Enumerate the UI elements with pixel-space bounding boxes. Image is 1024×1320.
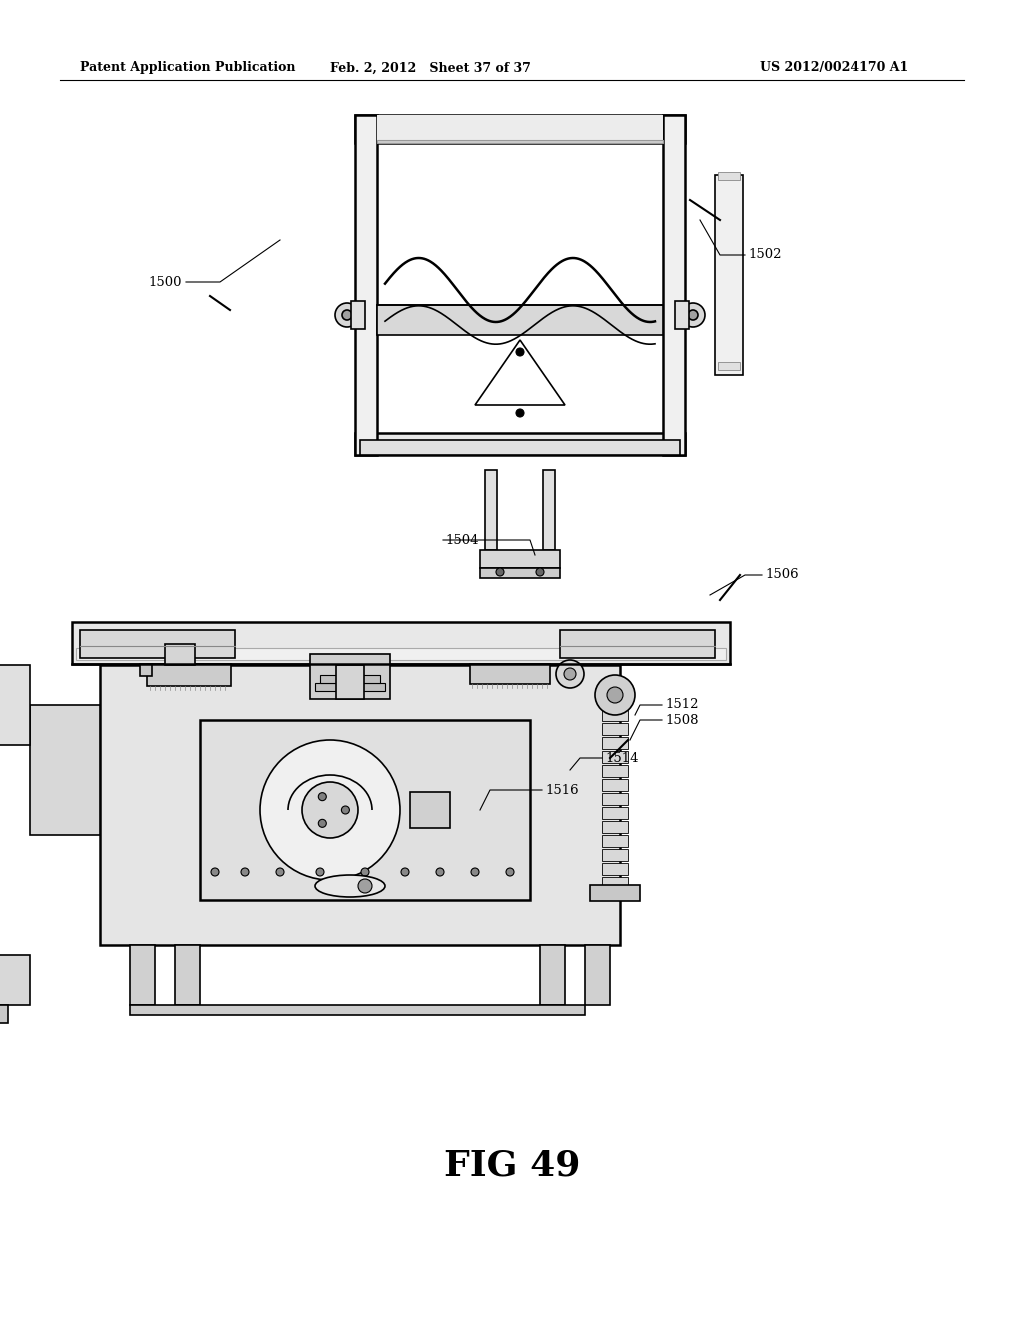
Bar: [377, 305, 663, 335]
Bar: [76, 648, 726, 660]
Bar: [485, 470, 497, 550]
Bar: [351, 301, 365, 329]
Bar: [310, 653, 390, 700]
Bar: [560, 630, 715, 657]
Circle shape: [556, 660, 584, 688]
Bar: [377, 140, 663, 143]
Circle shape: [607, 686, 623, 704]
Circle shape: [241, 869, 249, 876]
Text: 1504: 1504: [445, 533, 478, 546]
Text: 1516: 1516: [545, 784, 579, 796]
Bar: [147, 664, 231, 686]
Circle shape: [341, 807, 349, 814]
Bar: [100, 665, 620, 945]
Bar: [0, 1005, 8, 1023]
Circle shape: [536, 568, 544, 576]
Text: US 2012/0024170 A1: US 2012/0024170 A1: [760, 62, 908, 74]
Circle shape: [302, 781, 358, 838]
Bar: [602, 737, 628, 748]
Bar: [675, 301, 689, 329]
Bar: [80, 630, 234, 657]
Bar: [0, 665, 30, 744]
Bar: [602, 821, 628, 833]
Bar: [130, 1005, 585, 1015]
Bar: [602, 836, 628, 847]
Bar: [718, 362, 740, 370]
Bar: [540, 945, 565, 1005]
Ellipse shape: [315, 875, 385, 898]
Bar: [602, 766, 628, 777]
Bar: [30, 705, 100, 836]
Bar: [355, 115, 377, 455]
Text: 1506: 1506: [765, 569, 799, 582]
Circle shape: [516, 348, 524, 356]
Bar: [480, 550, 560, 568]
Bar: [602, 751, 628, 763]
Bar: [585, 945, 610, 1005]
Circle shape: [358, 879, 372, 894]
Polygon shape: [475, 341, 565, 405]
Circle shape: [361, 869, 369, 876]
Circle shape: [471, 869, 479, 876]
Bar: [200, 719, 530, 900]
Bar: [355, 433, 685, 455]
Bar: [602, 709, 628, 721]
Text: 1502: 1502: [748, 248, 781, 261]
Bar: [602, 793, 628, 805]
Circle shape: [276, 869, 284, 876]
Bar: [602, 876, 628, 888]
Circle shape: [496, 568, 504, 576]
Bar: [602, 723, 628, 735]
Circle shape: [342, 310, 352, 319]
Bar: [543, 470, 555, 550]
Circle shape: [335, 304, 359, 327]
Bar: [130, 945, 155, 1005]
Bar: [602, 863, 628, 875]
Circle shape: [318, 793, 327, 801]
Bar: [480, 568, 560, 578]
Bar: [663, 115, 685, 455]
Bar: [715, 176, 743, 375]
Bar: [377, 115, 663, 143]
Bar: [336, 665, 364, 700]
Circle shape: [260, 741, 400, 880]
Bar: [0, 954, 30, 1005]
Circle shape: [595, 675, 635, 715]
Bar: [602, 779, 628, 791]
Bar: [470, 664, 550, 684]
Bar: [718, 172, 740, 180]
Circle shape: [681, 304, 705, 327]
Text: 1512: 1512: [665, 698, 698, 711]
Text: 1500: 1500: [148, 276, 181, 289]
Circle shape: [211, 869, 219, 876]
Bar: [360, 440, 680, 455]
Bar: [140, 664, 152, 676]
Bar: [410, 792, 450, 828]
Bar: [602, 849, 628, 861]
Bar: [72, 622, 730, 664]
Bar: [602, 696, 628, 708]
Circle shape: [506, 869, 514, 876]
Circle shape: [516, 409, 524, 417]
Circle shape: [318, 820, 327, 828]
Circle shape: [401, 869, 409, 876]
Circle shape: [436, 869, 444, 876]
Text: 1514: 1514: [605, 751, 639, 764]
Text: 1508: 1508: [665, 714, 698, 726]
Text: Feb. 2, 2012   Sheet 37 of 37: Feb. 2, 2012 Sheet 37 of 37: [330, 62, 530, 74]
Circle shape: [316, 869, 324, 876]
Text: Patent Application Publication: Patent Application Publication: [80, 62, 296, 74]
Circle shape: [564, 668, 575, 680]
Bar: [175, 945, 200, 1005]
Bar: [355, 115, 685, 143]
Bar: [319, 675, 380, 682]
Bar: [602, 807, 628, 818]
Bar: [165, 644, 195, 665]
Circle shape: [688, 310, 698, 319]
Text: FIG 49: FIG 49: [443, 1148, 581, 1181]
Bar: [315, 682, 385, 690]
Bar: [590, 884, 640, 902]
